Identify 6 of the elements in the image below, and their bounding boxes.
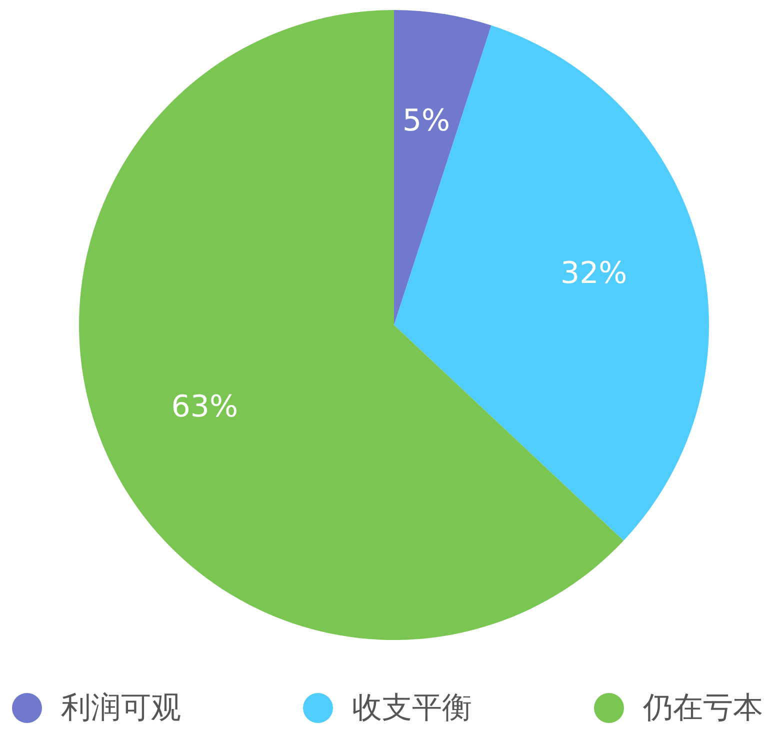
legend-label: 收支平衡	[352, 690, 472, 726]
data-label: 63%	[171, 389, 238, 424]
data-label: 5%	[402, 104, 450, 139]
data-label: 32%	[560, 256, 628, 292]
legend-label: 仍在亏本	[642, 690, 763, 726]
legend-label: 利润可观	[61, 690, 181, 726]
